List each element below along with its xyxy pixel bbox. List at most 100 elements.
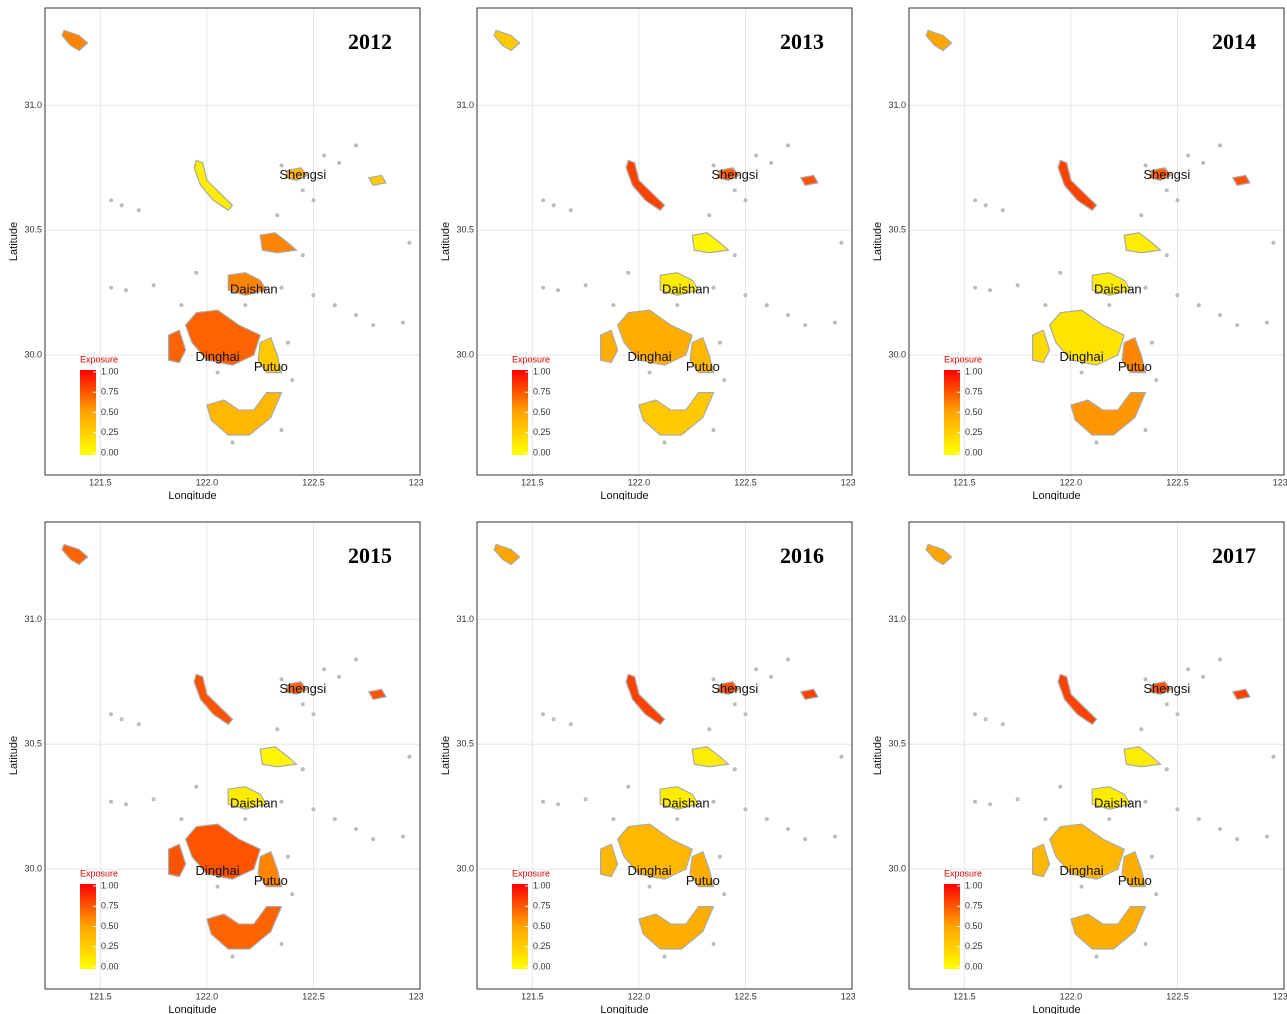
minor-island: [285, 854, 290, 859]
island: [659, 786, 700, 810]
minor-island: [1143, 163, 1148, 168]
minor-island: [711, 799, 716, 804]
minor-island: [1058, 784, 1063, 789]
panel-year: 2013: [780, 29, 824, 54]
minor-island: [1271, 754, 1276, 759]
island: [1048, 309, 1125, 366]
x-tick-label: 122.5: [1166, 477, 1189, 487]
minor-island: [311, 293, 316, 298]
minor-island: [1094, 440, 1099, 445]
minor-island: [1094, 954, 1099, 959]
legend-title: Exposure: [944, 354, 982, 364]
minor-island: [732, 253, 737, 258]
minor-island: [754, 667, 759, 672]
panel-year: 2014: [1212, 29, 1256, 54]
minor-island: [611, 303, 616, 308]
minor-island: [568, 722, 573, 727]
x-axis-label: Longitude: [168, 490, 216, 500]
minor-island: [354, 827, 359, 832]
place-label: Shengsi: [279, 681, 326, 696]
place-label: Dinghai: [628, 863, 672, 878]
minor-island: [279, 677, 284, 682]
y-tick-label: 30.5: [888, 225, 906, 235]
minor-island: [786, 313, 791, 318]
x-tick-label: 123.0: [409, 991, 423, 1001]
legend-tick-label: 0.00: [965, 961, 983, 971]
legend-tick-label: 0.50: [533, 921, 551, 931]
island: [1070, 905, 1147, 950]
island: [925, 543, 953, 566]
minor-island: [541, 712, 546, 717]
x-tick-label: 121.5: [89, 991, 112, 1001]
minor-island: [732, 188, 737, 193]
plot-background: [477, 8, 852, 475]
minor-island: [1058, 270, 1063, 275]
island: [1231, 174, 1251, 186]
y-axis-label: Latitude: [872, 222, 884, 261]
legend-tick-label: 0.25: [101, 427, 119, 437]
minor-island: [109, 799, 114, 804]
x-tick-label: 122.5: [1166, 991, 1189, 1001]
minor-island: [743, 293, 748, 298]
minor-island: [179, 817, 184, 822]
legend-tick-label: 0.75: [965, 901, 983, 911]
minor-island: [1043, 303, 1048, 308]
legend-tick-label: 1.00: [101, 366, 119, 376]
place-label: Daishan: [230, 282, 278, 297]
legend-title: Exposure: [80, 354, 118, 364]
island: [717, 167, 741, 181]
legend-tick-label: 0.00: [101, 961, 119, 971]
place-label: Shengsi: [1143, 167, 1190, 182]
x-tick-label: 123.0: [409, 477, 423, 487]
island: [1048, 823, 1125, 880]
x-tick-label: 122.5: [734, 991, 757, 1001]
island: [206, 391, 283, 436]
legend-tick-label: 1.00: [101, 880, 119, 890]
place-label: Putuo: [1118, 873, 1152, 888]
minor-island: [711, 942, 716, 947]
island: [599, 329, 619, 364]
x-axis-label: Longitude: [600, 1004, 648, 1014]
y-axis-label: Latitude: [872, 736, 884, 775]
minor-island: [1079, 884, 1084, 889]
y-tick-label: 30.5: [456, 225, 474, 235]
minor-island: [371, 837, 376, 842]
minor-island: [839, 240, 844, 245]
minor-island: [371, 323, 376, 328]
panel-year: 2015: [348, 543, 392, 568]
island: [1031, 329, 1051, 364]
minor-island: [1164, 253, 1169, 258]
minor-island: [332, 303, 337, 308]
minor-island: [1218, 313, 1223, 318]
y-tick-label: 31.0: [456, 614, 474, 624]
minor-island: [194, 784, 199, 789]
minor-island: [611, 817, 616, 822]
island: [367, 174, 387, 186]
legend-tick-label: 0.75: [101, 387, 119, 397]
y-tick-label: 30.0: [24, 864, 42, 874]
minor-island: [743, 807, 748, 812]
x-tick-label: 123.0: [841, 477, 855, 487]
island: [1091, 786, 1132, 810]
legend-tick-label: 0.00: [533, 961, 551, 971]
minor-island: [1107, 303, 1112, 308]
legend-tick-label: 0.00: [965, 447, 983, 457]
minor-island: [279, 285, 284, 290]
legend-tick-label: 0.25: [533, 941, 551, 951]
minor-island: [662, 954, 667, 959]
legend-tick-label: 1.00: [533, 366, 551, 376]
minor-island: [551, 717, 556, 722]
island: [1121, 850, 1147, 888]
y-axis-label: Latitude: [8, 736, 20, 775]
map-panel: 121.5 122.0 122.5 123.0 30.0 30.5 31.0 Shengsi D…: [8, 521, 423, 1014]
minor-island: [764, 303, 769, 308]
island: [227, 272, 268, 296]
minor-island: [400, 320, 405, 325]
minor-island: [551, 203, 556, 208]
island: [691, 746, 730, 768]
minor-island: [987, 288, 992, 293]
minor-island: [1218, 657, 1223, 662]
minor-island: [354, 313, 359, 318]
y-tick-label: 31.0: [888, 614, 906, 624]
